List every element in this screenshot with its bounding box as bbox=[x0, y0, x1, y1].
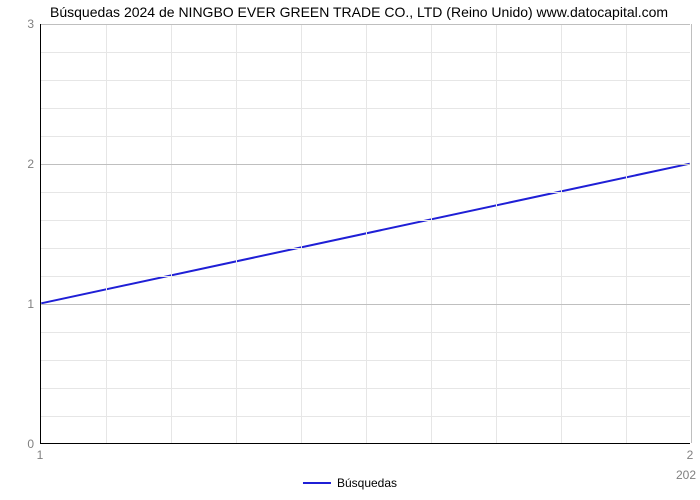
gridline-v-minor bbox=[106, 24, 107, 443]
y-tick-label: 0 bbox=[4, 437, 34, 451]
legend-swatch bbox=[303, 482, 331, 484]
x-secondary-tick-label: 202 bbox=[676, 468, 696, 482]
y-tick-label: 2 bbox=[4, 157, 34, 171]
gridline-h-minor bbox=[41, 220, 690, 221]
gridline-h-minor bbox=[41, 276, 690, 277]
gridline-h-minor bbox=[41, 388, 690, 389]
gridline-h-minor bbox=[41, 416, 690, 417]
gridline-v-minor bbox=[431, 24, 432, 443]
gridline-h-minor bbox=[41, 136, 690, 137]
gridline-v-major bbox=[691, 24, 692, 443]
gridline-h-minor bbox=[41, 52, 690, 53]
gridline-h-major bbox=[41, 24, 690, 25]
plot-area bbox=[40, 24, 690, 444]
gridline-h-minor bbox=[41, 80, 690, 81]
gridline-v-minor bbox=[626, 24, 627, 443]
gridline-v-minor bbox=[171, 24, 172, 443]
gridline-h-major bbox=[41, 304, 690, 305]
y-tick-label: 1 bbox=[4, 297, 34, 311]
gridline-v-minor bbox=[366, 24, 367, 443]
gridline-v-minor bbox=[236, 24, 237, 443]
gridline-h-minor bbox=[41, 360, 690, 361]
gridline-h-minor bbox=[41, 192, 690, 193]
gridline-v-minor bbox=[496, 24, 497, 443]
gridline-v-minor bbox=[301, 24, 302, 443]
x-tick-label: 1 bbox=[37, 448, 44, 462]
x-tick-label: 2 bbox=[687, 448, 694, 462]
legend-label: Búsquedas bbox=[337, 476, 397, 490]
gridline-h-minor bbox=[41, 248, 690, 249]
y-tick-label: 3 bbox=[4, 17, 34, 31]
chart-container: Búsquedas 2024 de NINGBO EVER GREEN TRAD… bbox=[0, 0, 700, 500]
gridline-h-major bbox=[41, 164, 690, 165]
gridline-h-minor bbox=[41, 108, 690, 109]
legend: Búsquedas bbox=[303, 476, 397, 490]
gridline-h-minor bbox=[41, 332, 690, 333]
gridline-v-minor bbox=[561, 24, 562, 443]
chart-title: Búsquedas 2024 de NINGBO EVER GREEN TRAD… bbox=[50, 4, 668, 20]
